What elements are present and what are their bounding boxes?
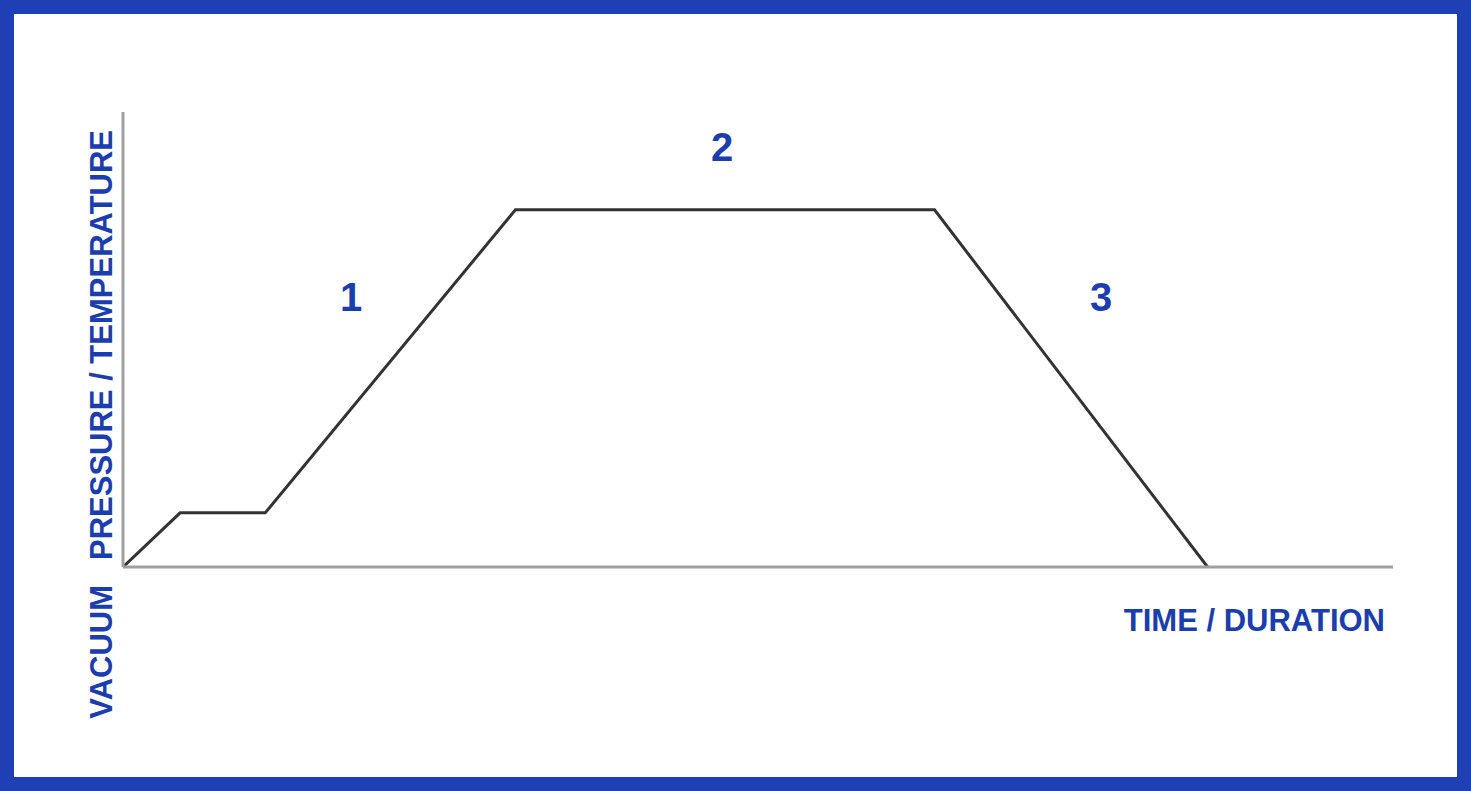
svg-text:VACUUM: VACUUM [84,585,119,719]
svg-text:TIME / DURATION: TIME / DURATION [1124,603,1385,638]
svg-text:2: 2 [711,125,733,169]
svg-text:PRESSURE / TEMPERATURE: PRESSURE / TEMPERATURE [84,130,119,560]
svg-text:3: 3 [1090,275,1112,319]
svg-text:1: 1 [340,275,362,319]
